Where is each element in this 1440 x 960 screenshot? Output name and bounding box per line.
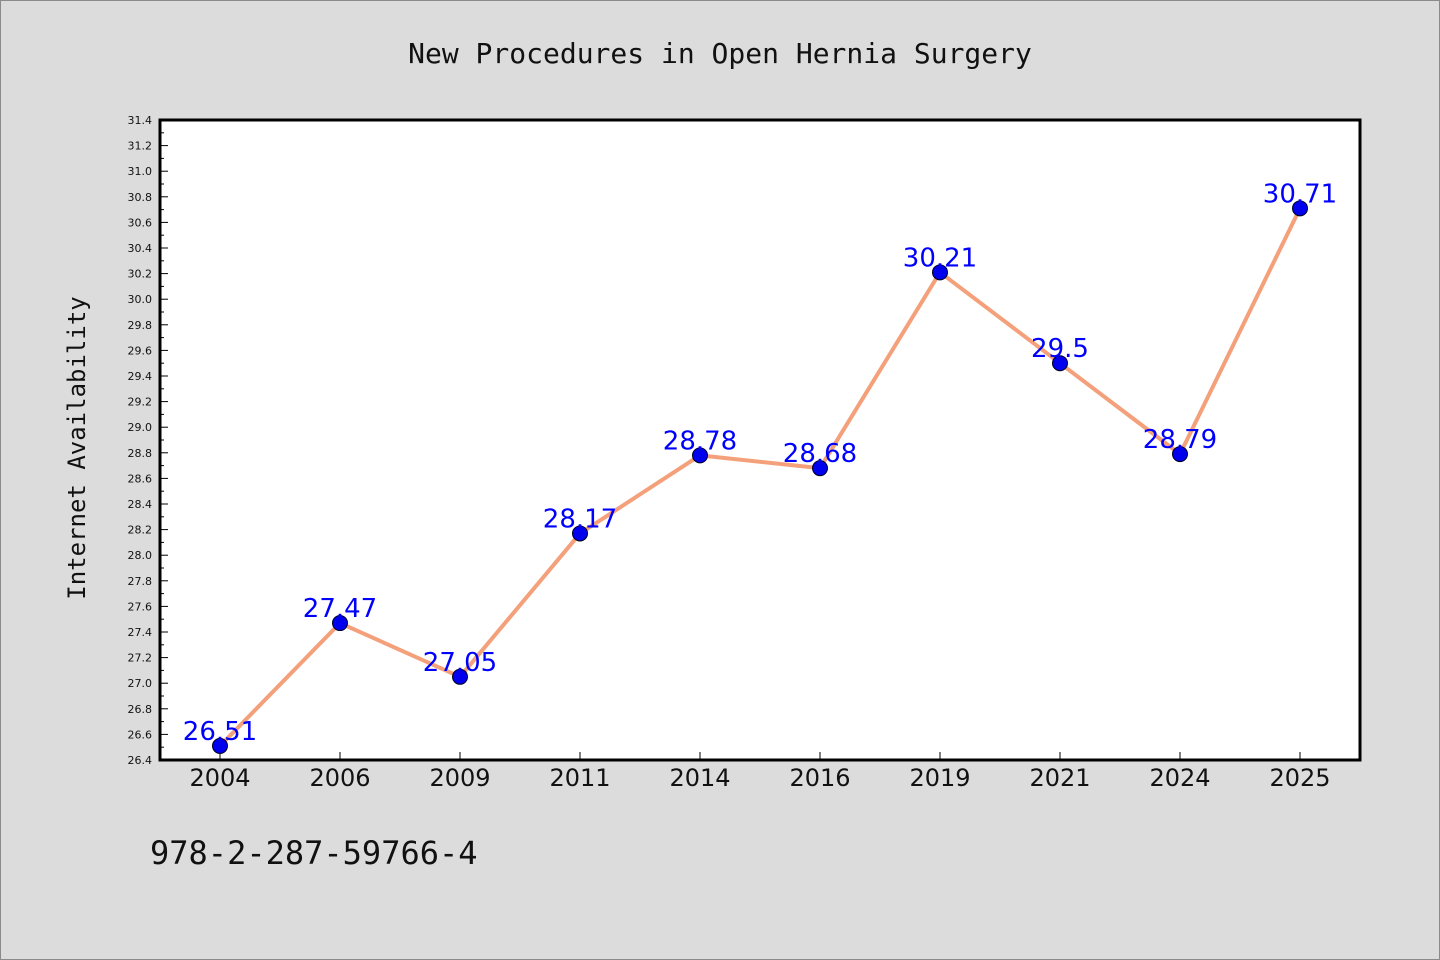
y-tick-label: 27.8 — [128, 575, 153, 588]
data-label: 29.5 — [1031, 334, 1089, 364]
x-tick-label: 2025 — [1269, 764, 1330, 792]
y-tick-label: 27.4 — [128, 626, 153, 639]
data-label: 27.47 — [303, 594, 377, 624]
data-label: 30.21 — [903, 243, 977, 273]
data-point — [1292, 200, 1308, 217]
x-tick-label: 2014 — [669, 764, 730, 792]
y-tick-label: 29.2 — [128, 396, 153, 409]
y-tick-label: 30.4 — [128, 242, 153, 255]
x-tick-label: 2021 — [1029, 764, 1090, 792]
data-label: 28.78 — [663, 426, 737, 456]
y-tick-label: 27.2 — [128, 652, 153, 665]
x-tick-label: 2024 — [1149, 764, 1210, 792]
data-point — [932, 264, 948, 281]
data-label: 28.17 — [543, 504, 617, 534]
y-tick-label: 29.8 — [128, 319, 153, 332]
x-tick-label: 2019 — [909, 764, 970, 792]
data-point — [692, 447, 708, 464]
y-tick-label: 30.6 — [128, 216, 153, 229]
y-tick-label: 28.2 — [128, 524, 153, 537]
data-label: 26.51 — [183, 717, 257, 747]
x-tick-label: 2016 — [789, 764, 850, 792]
series-line — [218, 207, 1302, 748]
series-markers — [212, 200, 1308, 754]
data-label: 30.71 — [1263, 179, 1337, 209]
x-tick-label: 2011 — [549, 764, 610, 792]
x-tick-label: 2004 — [189, 764, 250, 792]
y-axis-label: Internet Availability — [63, 296, 91, 599]
y-tick-label: 27.0 — [128, 677, 153, 690]
series-line-group — [218, 207, 1302, 748]
y-tick-label: 28.4 — [128, 498, 153, 511]
y-tick-label: 31.2 — [128, 140, 153, 153]
y-tick-label: 28.8 — [128, 447, 153, 460]
x-axis-ticks: 2004 2006 2009 2011 2014 2016 2019 2021 2024 2025 — [189, 752, 1331, 792]
data-label: 27.05 — [423, 648, 497, 678]
y-tick-label: 31.0 — [128, 165, 153, 178]
y-tick-label: 29.6 — [128, 344, 153, 357]
data-point — [452, 668, 468, 685]
footer-code: 978-2-287-59766-4 — [150, 834, 478, 872]
y-tick-label: 28.6 — [128, 472, 153, 485]
y-tick-label: 26.8 — [128, 703, 153, 716]
y-tick-label: 30.0 — [128, 293, 153, 306]
y-tick-label: 26.6 — [128, 728, 153, 741]
x-tick-label: 2009 — [429, 764, 490, 792]
y-tick-label: 27.6 — [128, 600, 153, 613]
x-tick-label: 2006 — [309, 764, 370, 792]
y-tick-label: 30.2 — [128, 268, 153, 281]
y-tick-label: 29.0 — [128, 421, 153, 434]
data-point — [332, 615, 348, 632]
y-tick-label: 26.4 — [128, 754, 153, 767]
data-point — [1172, 446, 1188, 463]
data-labels: 26.51 27.47 27.05 28.17 28.78 28.68 30.21 29.5 2… — [183, 179, 1337, 747]
y-tick-label: 28.0 — [128, 549, 153, 562]
chart-title: New Procedures in Open Hernia Surgery — [408, 37, 1032, 70]
y-tick-label: 29.4 — [128, 370, 153, 383]
data-point — [212, 737, 228, 754]
data-point — [812, 460, 828, 477]
y-axis-ticks: 26.4 26.6 26.8 27.0 27.2 27.4 27.6 27.8 28.0 28.2… — [128, 114, 168, 767]
y-tick-label: 31.4 — [128, 114, 153, 127]
y-tick-label: 30.8 — [128, 191, 153, 204]
data-label: 28.79 — [1143, 425, 1217, 455]
data-label: 28.68 — [783, 439, 857, 469]
data-point — [1052, 355, 1068, 372]
data-point — [572, 525, 588, 542]
